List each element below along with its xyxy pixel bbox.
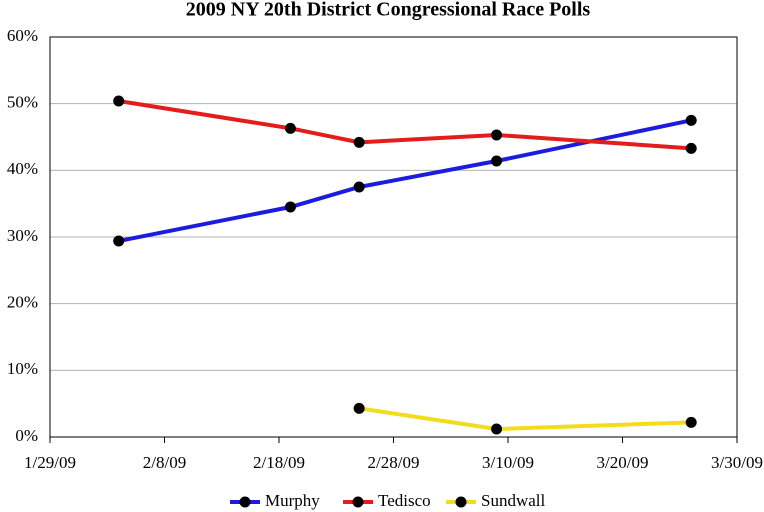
- x-tick-label: 1/29/09: [24, 453, 76, 472]
- chart-title: 2009 NY 20th District Congressional Race…: [186, 0, 591, 21]
- x-tick-label: 3/20/09: [597, 453, 649, 472]
- legend-marker: [455, 496, 467, 508]
- x-tick-label: 3/30/09: [711, 453, 763, 472]
- y-tick-label: 50%: [7, 93, 38, 112]
- data-point: [284, 122, 296, 134]
- x-tick-label: 2/28/09: [368, 453, 420, 472]
- data-point: [353, 136, 365, 148]
- legend-label: Murphy: [265, 491, 320, 510]
- data-point: [113, 235, 125, 247]
- y-tick-label: 0%: [15, 426, 38, 445]
- series-line: [358, 406, 692, 432]
- data-point: [685, 416, 697, 428]
- x-tick-label: 2/8/09: [143, 453, 186, 472]
- data-point: [284, 201, 296, 213]
- data-point: [491, 155, 503, 167]
- y-tick-label: 10%: [7, 359, 38, 378]
- y-tick-label: 40%: [7, 159, 38, 178]
- legend-marker: [239, 496, 251, 508]
- legend-label: Sundwall: [481, 491, 546, 510]
- data-point: [353, 402, 365, 414]
- y-tick-label: 20%: [7, 293, 38, 312]
- data-point: [353, 181, 365, 193]
- data-point: [685, 142, 697, 154]
- data-point: [491, 129, 503, 141]
- legend-marker: [352, 496, 364, 508]
- data-point: [491, 423, 503, 435]
- data-point: [685, 114, 697, 126]
- y-tick-label: 30%: [7, 226, 38, 245]
- legend-label: Tedisco: [378, 491, 431, 510]
- data-point: [113, 95, 125, 107]
- x-tick-label: 3/10/09: [482, 453, 534, 472]
- x-tick-label: 2/18/09: [253, 453, 305, 472]
- y-tick-label: 60%: [7, 26, 38, 45]
- series-line: [118, 99, 692, 151]
